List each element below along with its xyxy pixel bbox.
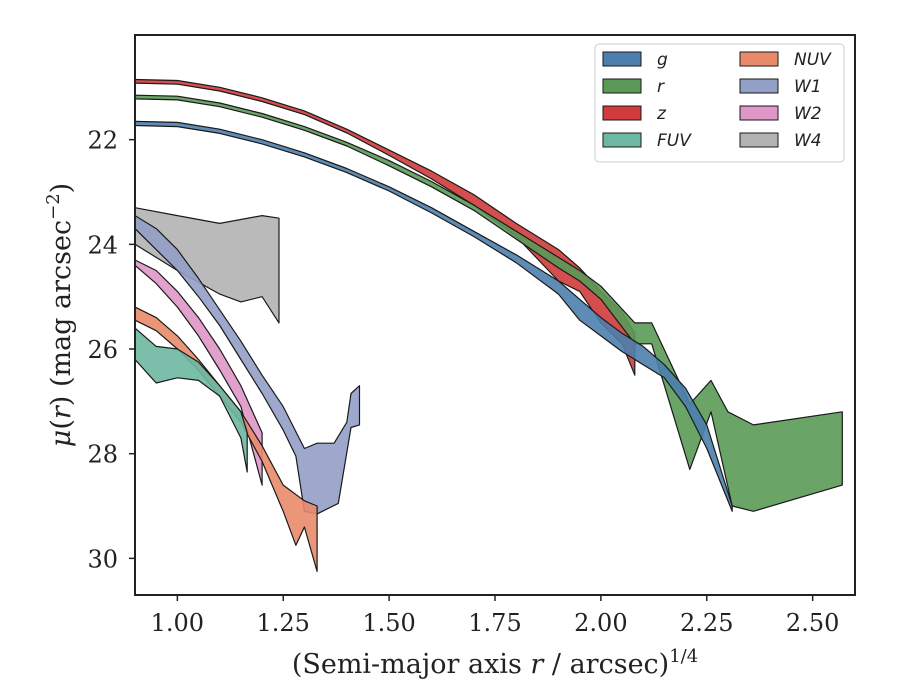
band-w2: [135, 259, 263, 486]
band-g: [135, 120, 733, 512]
y-tick-label: 30: [87, 545, 118, 573]
legend-swatch-r: [602, 78, 642, 94]
x-tick-label: 2.25: [680, 609, 733, 637]
legend-swatch-nuv: [739, 51, 779, 67]
legend-swatch-z: [602, 105, 642, 121]
legend-swatch-w4: [739, 132, 779, 148]
axis-ticks: 1.00 1.25 1.50 1.75 2.00 2.25 2.50 22 24 26 28 30: [87, 127, 839, 637]
x-tick-label: 2.00: [574, 609, 627, 637]
x-tick-label: 1.75: [468, 609, 521, 637]
legend-swatch-fuv: [602, 132, 642, 148]
y-tick-label: 24: [87, 231, 118, 259]
y-axis-label: μ(r) (mag arcsec−2): [43, 183, 77, 447]
x-tick-label: 2.50: [786, 609, 839, 637]
y-tick-label: 26: [87, 336, 118, 364]
legend-label-fuv: FUV: [657, 131, 692, 151]
legend: grz FUV NUV W1 W2 W4: [594, 43, 845, 163]
legend-swatch-w1: [739, 78, 779, 94]
y-tick-label: 28: [87, 441, 118, 469]
plot-frame: [134, 34, 856, 596]
legend-label-z: z: [656, 104, 667, 124]
band-r: [135, 94, 843, 512]
legend-label-w2: W2: [794, 104, 822, 124]
x-axis-label: (Semi-major axis r / arcsec)1/4: [292, 646, 698, 680]
series-bands: [135, 78, 843, 573]
legend-swatch-w2: [739, 105, 779, 121]
legend-label-r: r: [657, 77, 665, 97]
band-w1: [135, 215, 361, 515]
legend-label-nuv: NUV: [794, 50, 832, 70]
legend-label-w4: W4: [794, 131, 822, 151]
band-w4: [135, 207, 280, 324]
legend-label-w1: W1: [794, 77, 822, 97]
x-tick-label: 1.00: [151, 609, 204, 637]
x-tick-label: 1.25: [257, 609, 310, 637]
band-z: [135, 78, 636, 376]
legend-box: [594, 43, 845, 163]
y-tick-label: 22: [87, 127, 118, 155]
legend-label-g: g: [657, 50, 668, 70]
legend-swatch-g: [602, 51, 642, 67]
band-fuv: [135, 327, 248, 473]
x-tick-label: 1.50: [362, 609, 415, 637]
